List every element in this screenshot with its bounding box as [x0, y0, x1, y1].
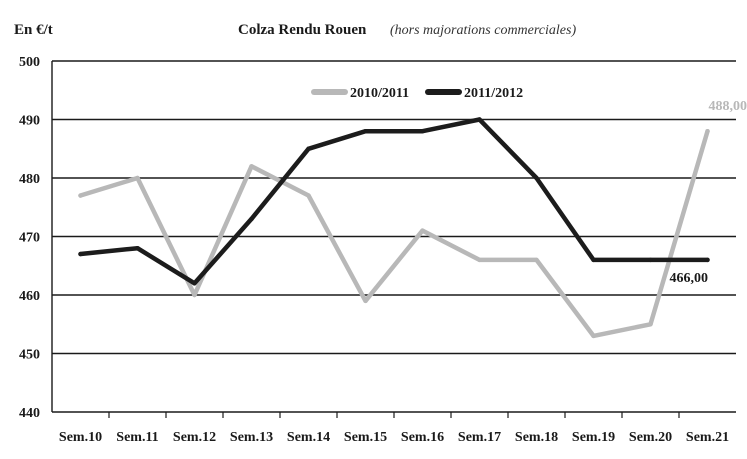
- x-tick-label: Sem.10: [59, 430, 102, 445]
- legend-label-2011-2012: 2011/2012: [464, 86, 523, 101]
- legend: 2010/2011 2011/2012: [311, 86, 523, 101]
- x-tick-label: Sem.20: [629, 430, 672, 445]
- data-point: [306, 146, 311, 151]
- y-tick-label: 480: [19, 172, 40, 187]
- data-point: [78, 193, 83, 198]
- data-point: [477, 117, 482, 122]
- series-line-2010-2011: [78, 128, 710, 339]
- data-point: [705, 257, 710, 263]
- x-tick-label: Sem.16: [401, 430, 444, 445]
- data-point: [363, 298, 368, 304]
- x-tick-label: Sem.21: [686, 430, 729, 445]
- x-tick-label: Sem.17: [458, 430, 501, 445]
- data-point: [534, 257, 539, 263]
- axes: 440 450 460 470 480 490 500 Sem.10 Sem.11 Sem.12 S…: [19, 55, 729, 445]
- data-label-2010-2011: 488,00: [709, 99, 747, 114]
- y-axis-label: En €/t: [14, 22, 53, 38]
- data-point: [249, 164, 254, 169]
- chart-subtitle: (hors majorations commerciales): [390, 23, 576, 38]
- data-point: [192, 281, 197, 286]
- data-point: [363, 129, 368, 134]
- y-tick-label: 490: [19, 114, 40, 129]
- gridlines: [52, 60, 736, 413]
- x-tick-label: Sem.19: [572, 430, 615, 445]
- x-tick-label: Sem.14: [287, 430, 330, 445]
- data-point: [249, 216, 254, 222]
- data-label-2011-2012: 466,00: [670, 271, 709, 286]
- x-tick-label: Sem.11: [116, 430, 158, 445]
- data-point: [648, 322, 653, 327]
- data-point: [591, 333, 596, 339]
- y-tick-label: 440: [19, 406, 40, 421]
- x-tick-label: Sem.15: [344, 430, 387, 445]
- data-point: [78, 251, 83, 257]
- x-tick-label: Sem.13: [230, 430, 273, 445]
- data-point: [705, 129, 710, 134]
- annotations: 488,00 466,00: [670, 99, 747, 286]
- series-line-2011-2012: [78, 117, 710, 286]
- data-point: [192, 292, 197, 298]
- data-point: [648, 257, 653, 263]
- data-point: [534, 175, 539, 181]
- legend-label-2010-2011: 2010/2011: [350, 86, 409, 101]
- chart-title: Colza Rendu Rouen: [238, 22, 367, 38]
- data-point: [591, 257, 596, 263]
- x-tick-label: Sem.18: [515, 430, 558, 445]
- y-tick-label: 460: [19, 289, 40, 304]
- series-lines: [78, 117, 710, 339]
- y-tick-label: 470: [19, 231, 40, 246]
- data-point: [477, 257, 482, 263]
- data-point: [420, 228, 425, 233]
- data-point: [420, 129, 425, 134]
- y-tick-label: 500: [19, 55, 40, 70]
- y-tick-label: 450: [19, 348, 40, 363]
- data-point: [306, 193, 311, 198]
- data-point: [135, 175, 140, 181]
- data-point: [135, 246, 140, 251]
- x-tick-label: Sem.12: [173, 430, 216, 445]
